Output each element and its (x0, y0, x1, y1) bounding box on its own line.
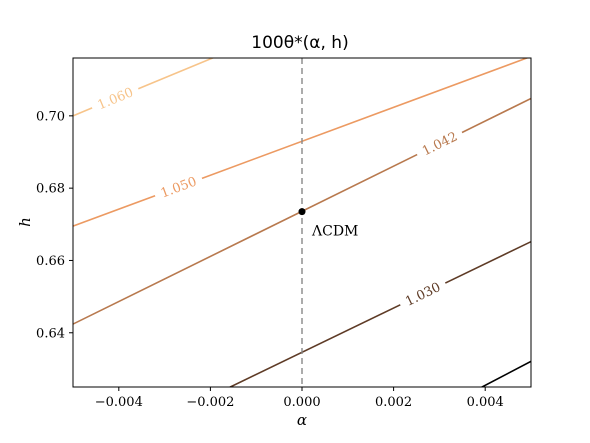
contour-line-2 (73, 153, 418, 325)
contour-line-2-b (461, 97, 531, 134)
x-tick-label: 0.002 (375, 395, 412, 410)
contour-line-3 (228, 304, 401, 387)
contour-line-1-b (201, 58, 530, 180)
y-tick-label: 0.66 (36, 254, 65, 269)
contour-line-3-b (444, 240, 531, 284)
lcdm-point (298, 208, 306, 216)
x-tick-label: 0.004 (467, 395, 504, 410)
x-axis: −0.004 −0.002 0.000 0.002 0.004 (95, 387, 504, 410)
chart-title: 100θ*(α, h) (251, 33, 348, 53)
contour-label-0: 1.060 (96, 85, 136, 113)
y-axis: 0.64 0.66 0.68 0.70 (36, 109, 73, 341)
contour-line-1 (73, 194, 156, 227)
y-axis-label: h (16, 217, 34, 227)
contour-line-0 (73, 107, 93, 117)
lcdm-annotation: ΛCDM (311, 224, 358, 240)
x-tick-label: −0.002 (186, 395, 234, 410)
y-tick-label: 0.70 (36, 109, 65, 124)
contour-label-1: 1.050 (159, 174, 199, 201)
x-tick-label: 0.000 (283, 395, 320, 410)
x-tick-label: −0.004 (95, 395, 143, 410)
plot-area (73, 58, 531, 387)
contour-line-4 (480, 360, 531, 387)
contour-line-0-b (137, 58, 215, 90)
y-tick-label: 0.64 (36, 326, 65, 341)
y-tick-label: 0.68 (36, 182, 65, 197)
x-axis-label: α (297, 411, 307, 429)
contour-label-3: 1.030 (403, 280, 443, 310)
contour-label-2: 1.042 (420, 129, 460, 159)
